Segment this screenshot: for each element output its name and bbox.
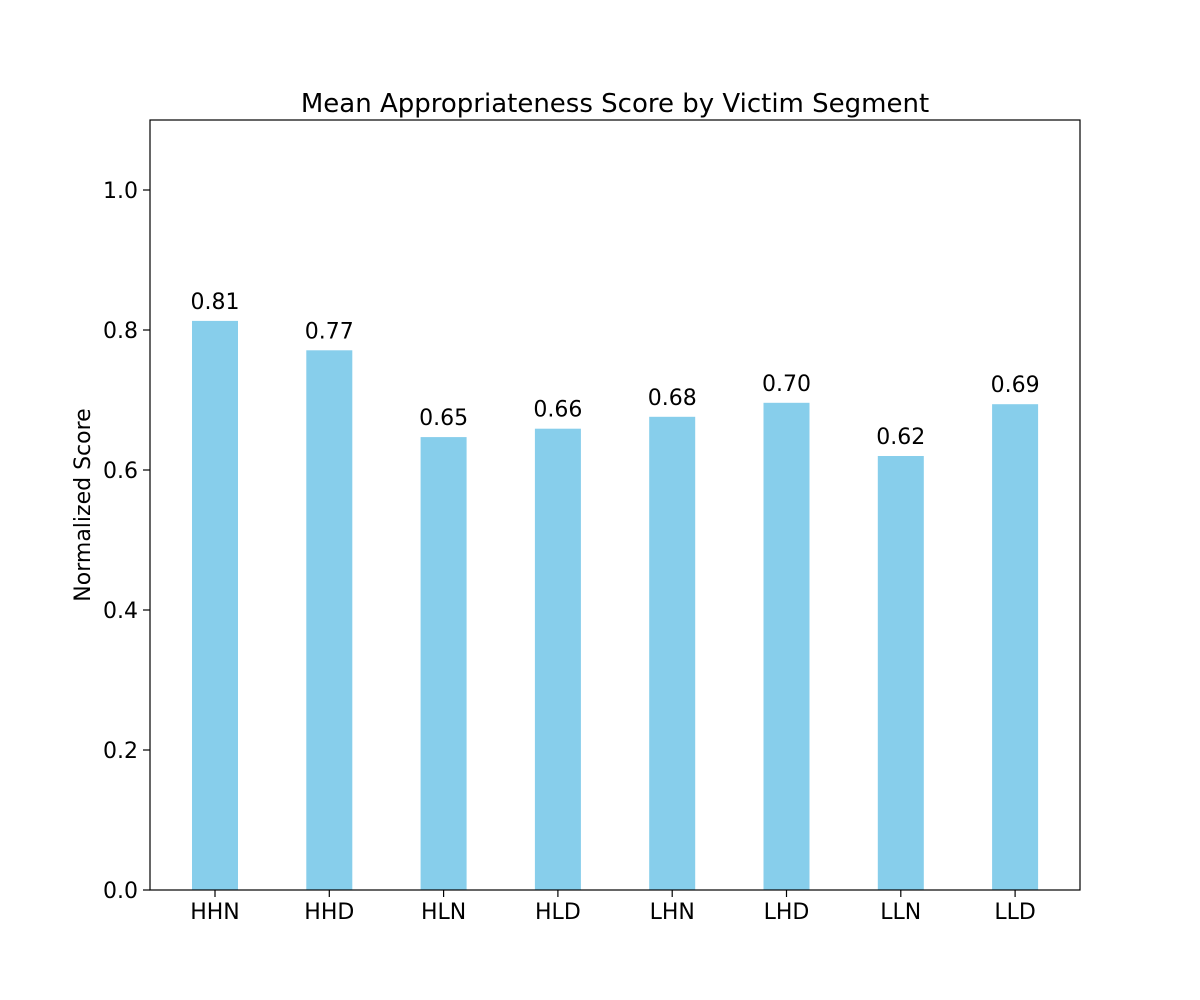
bar bbox=[420, 437, 467, 890]
plot-area: 0.81 0.77 0.65 0.66 0.68 0.70 0.62 0.69 0.0 0.2 0.… bbox=[103, 119, 1081, 925]
y-tick-label: 0.4 bbox=[103, 599, 138, 624]
data-label: 0.69 bbox=[991, 373, 1040, 398]
data-label: 0.62 bbox=[876, 425, 925, 450]
bar bbox=[192, 320, 238, 890]
y-tick-label: 0.2 bbox=[103, 739, 138, 764]
bar bbox=[992, 404, 1039, 890]
y-tick-label: 0.8 bbox=[103, 319, 138, 344]
data-label: 0.65 bbox=[419, 406, 468, 431]
data-label: 0.70 bbox=[762, 372, 811, 397]
x-tick-label: LHN bbox=[650, 900, 695, 925]
x-tick-label: LLN bbox=[880, 900, 921, 925]
bar bbox=[534, 428, 581, 890]
chart-title: Mean Appropriateness Score by Victim Seg… bbox=[301, 89, 929, 119]
y-tick-label: 1.0 bbox=[103, 179, 138, 204]
y-tick-label: 0.0 bbox=[103, 879, 138, 904]
bar bbox=[763, 402, 810, 890]
data-label: 0.77 bbox=[305, 319, 354, 344]
x-tick-label: HLN bbox=[421, 900, 466, 925]
data-label: 0.81 bbox=[191, 290, 240, 315]
x-tick-label: LLD bbox=[994, 900, 1035, 925]
bar bbox=[877, 456, 924, 890]
x-tick-label: HHN bbox=[190, 900, 240, 925]
y-tick-label: 0.6 bbox=[103, 459, 138, 484]
x-tick-label: HHD bbox=[304, 900, 354, 925]
x-tick-label: HLD bbox=[535, 900, 581, 925]
data-label: 0.68 bbox=[648, 386, 697, 411]
plot-frame bbox=[149, 119, 1081, 891]
bar bbox=[306, 350, 353, 890]
bar bbox=[649, 416, 696, 890]
x-tick-label: LHD bbox=[764, 900, 810, 925]
data-label: 0.66 bbox=[533, 398, 582, 423]
y-axis-label: Normalized Score bbox=[71, 408, 96, 601]
